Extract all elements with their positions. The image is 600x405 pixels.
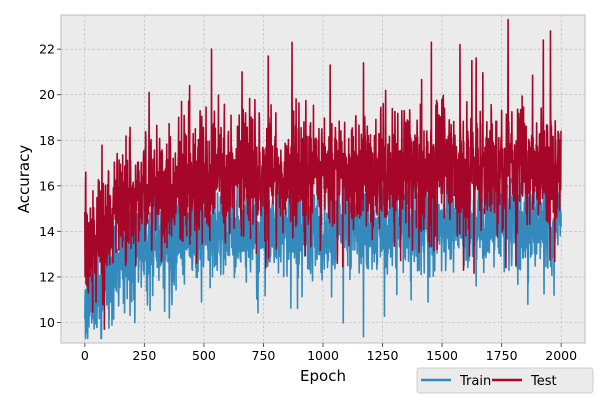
y-tick-label: 14 xyxy=(39,224,55,239)
series-line-train xyxy=(84,137,562,340)
x-tick-label: 500 xyxy=(192,348,216,363)
y-tick-label: 20 xyxy=(39,87,55,102)
legend: Train Test xyxy=(416,367,594,394)
x-axis-label: Epoch xyxy=(300,367,346,385)
y-ticks: 10 12 14 16 18 20 22 xyxy=(39,42,61,330)
y-tick-label: 12 xyxy=(39,269,55,284)
x-tick-label: 1750 xyxy=(486,348,518,363)
legend-label-train: Train xyxy=(459,374,491,389)
legend-label-test: Test xyxy=(530,374,557,389)
y-tick-label: 16 xyxy=(39,178,55,193)
y-tick-label: 10 xyxy=(39,315,55,330)
y-tick-label: 22 xyxy=(39,42,55,57)
series-line-test xyxy=(84,18,562,330)
x-tick-label: 0 xyxy=(81,348,89,363)
x-tick-label: 2000 xyxy=(545,348,577,363)
x-ticks: 0 250 500 750 1000 1250 1500 1750 2000 xyxy=(81,343,577,363)
x-tick-label: 1000 xyxy=(307,348,339,363)
x-tick-label: 250 xyxy=(132,348,156,363)
x-tick-label: 1500 xyxy=(426,348,458,363)
y-tick-label: 18 xyxy=(39,133,55,148)
series-layer xyxy=(84,18,562,340)
x-tick-label: 1250 xyxy=(367,348,399,363)
x-tick-label: 750 xyxy=(252,348,276,363)
y-axis-label: Accuracy xyxy=(15,145,33,214)
